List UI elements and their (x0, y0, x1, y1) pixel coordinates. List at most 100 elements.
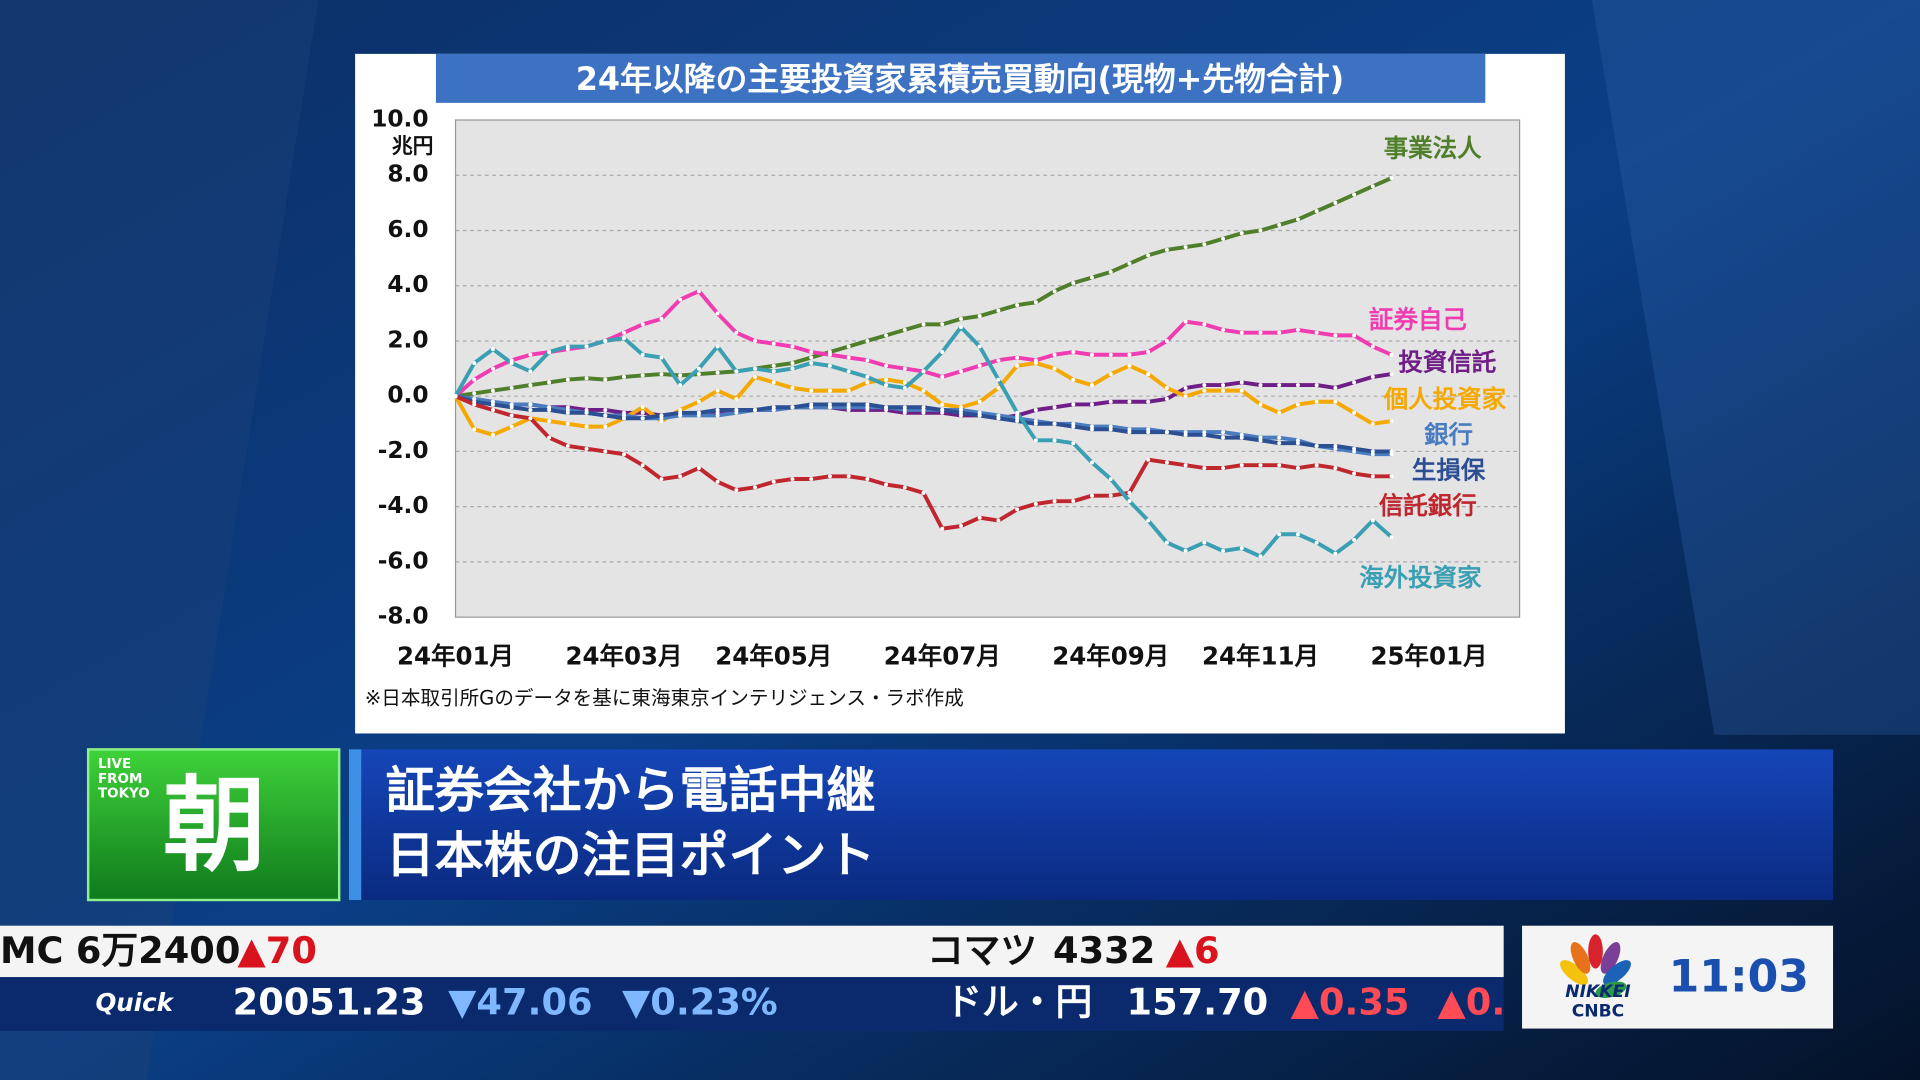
y-tick-label: 10.0 (371, 106, 428, 133)
chart-title-bar (435, 53, 1486, 103)
data-point (1090, 352, 1094, 357)
data-point (827, 363, 832, 368)
background-streak (0, 0, 319, 1080)
data-point (472, 396, 477, 401)
data-point (528, 369, 533, 374)
data-point (1389, 474, 1394, 479)
data-point (1370, 452, 1375, 457)
y-tick-label: 0.0 (387, 382, 428, 409)
data-point (771, 380, 776, 385)
stock-price: 6万2400 (76, 929, 240, 972)
data-point (696, 399, 701, 404)
data-point (1108, 372, 1113, 377)
data-point (902, 366, 907, 371)
data-point (1333, 443, 1338, 448)
data-point (1370, 449, 1375, 454)
data-point (790, 477, 795, 482)
data-point (1108, 493, 1113, 498)
data-point (996, 518, 1001, 523)
index-value: 20051.23 (233, 981, 426, 1024)
data-point (1314, 209, 1319, 214)
data-point (565, 408, 570, 412)
data-point (1202, 383, 1207, 388)
data-point (1015, 416, 1020, 421)
data-point (1108, 427, 1113, 432)
data-point (1090, 402, 1094, 407)
data-point (771, 363, 776, 368)
data-point (1127, 399, 1132, 404)
series-label: 銀行 (1424, 420, 1473, 449)
data-point (1221, 327, 1226, 332)
data-point (1221, 435, 1226, 440)
data-point (565, 421, 570, 426)
data-point (490, 402, 495, 407)
data-point (884, 383, 889, 388)
data-point (1090, 275, 1094, 280)
data-point (547, 405, 552, 410)
data-point (622, 330, 626, 335)
data-point (584, 408, 589, 412)
data-point (1277, 410, 1282, 415)
data-point (959, 524, 963, 528)
data-point (1183, 463, 1188, 468)
data-point (977, 399, 982, 404)
data-point (622, 410, 626, 415)
data-point (565, 410, 570, 415)
data-point (640, 322, 645, 327)
data-point (1202, 322, 1207, 327)
data-point (1277, 532, 1282, 537)
data-point (1015, 355, 1020, 360)
data-point (790, 344, 795, 349)
data-point (902, 408, 907, 412)
data-point (1352, 333, 1357, 338)
data-point (902, 385, 907, 390)
data-point (1370, 421, 1375, 426)
headline: 日本株の注目ポイント (386, 827, 876, 884)
y-tick-label: 8.0 (387, 161, 428, 188)
data-point (659, 477, 664, 482)
data-point (809, 355, 814, 360)
data-point (753, 338, 757, 343)
data-point (1202, 242, 1207, 247)
data-point (1239, 388, 1244, 393)
data-point (996, 413, 1001, 418)
data-point (1202, 388, 1207, 393)
series-label: 海外投資家 (1359, 563, 1482, 592)
data-point (1295, 466, 1300, 470)
data-point (902, 380, 907, 385)
data-point (1071, 499, 1076, 504)
data-point (1015, 507, 1020, 512)
data-point (490, 388, 495, 393)
ticker-top (0, 925, 1504, 978)
data-point (996, 358, 1001, 363)
data-point (1052, 405, 1057, 410)
data-point (1389, 372, 1394, 377)
data-point (753, 408, 757, 412)
data-point (584, 410, 589, 415)
data-point (1108, 424, 1113, 429)
background-streak (1591, 0, 1920, 735)
data-point (1052, 499, 1057, 504)
data-point (771, 405, 776, 410)
data-point (1389, 452, 1394, 457)
data-point (921, 410, 926, 415)
data-point (715, 311, 720, 316)
data-point (1164, 385, 1169, 390)
data-point (865, 358, 870, 363)
data-point (977, 363, 982, 368)
data-point (959, 413, 963, 418)
source-note: ※日本取引所Gのデータを基に東海東京インテリジェンス・ラボ作成 (365, 687, 964, 710)
data-point (490, 399, 495, 404)
program-name: 朝 (163, 767, 266, 886)
data-point (1071, 377, 1076, 382)
data-point (1033, 438, 1038, 443)
data-point (659, 372, 664, 377)
data-point (1015, 413, 1020, 418)
data-point (996, 385, 1001, 390)
data-point (734, 410, 739, 415)
peacock-icon (1560, 934, 1631, 998)
data-point (921, 490, 926, 495)
stock-name: MC (0, 929, 64, 972)
x-tick-label: 24年05月 (715, 642, 832, 671)
logo-text: NIKKEI (1565, 982, 1631, 1002)
